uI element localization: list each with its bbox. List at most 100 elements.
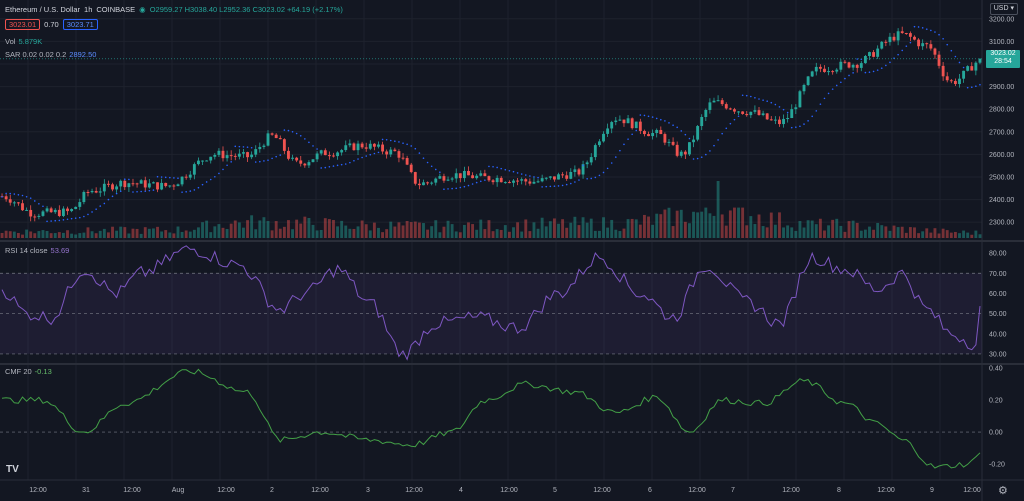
candle-body bbox=[21, 203, 24, 211]
candle-body bbox=[949, 80, 953, 82]
volume-bar bbox=[422, 223, 425, 238]
candle-body bbox=[401, 157, 405, 159]
sar-dot bbox=[381, 138, 384, 141]
sar-dot bbox=[610, 162, 613, 164]
sar-dot bbox=[627, 138, 629, 140]
sar-dot bbox=[128, 178, 130, 181]
rsi-legend-name[interactable]: RSI 14 close bbox=[5, 246, 48, 255]
candle-body bbox=[818, 66, 822, 69]
sar-dot bbox=[74, 217, 77, 219]
sar-dot bbox=[856, 58, 859, 60]
volume-bar bbox=[135, 228, 139, 238]
volume-bar bbox=[557, 223, 560, 238]
candle-body bbox=[622, 119, 626, 124]
volume-bar bbox=[74, 234, 78, 238]
volume-bar bbox=[761, 226, 765, 238]
interval-label[interactable]: 1h bbox=[84, 5, 93, 14]
sar-dot bbox=[725, 127, 728, 130]
sar-dot bbox=[295, 132, 298, 135]
bar-countdown: 28:54 bbox=[994, 58, 1012, 66]
sar-dot bbox=[672, 124, 674, 126]
sar-dot bbox=[340, 163, 343, 166]
sar-legend-name[interactable]: SAR 0.02 0.02 0.2 bbox=[5, 50, 67, 59]
sar-dot bbox=[169, 176, 171, 179]
candle-body bbox=[205, 160, 209, 162]
sar-dot bbox=[111, 195, 114, 198]
volume-bar bbox=[303, 216, 307, 238]
candle-body bbox=[908, 33, 912, 37]
volume-bar bbox=[487, 220, 491, 238]
volume-bar bbox=[577, 225, 581, 238]
candle-body bbox=[315, 153, 319, 160]
volume-bar bbox=[401, 225, 405, 238]
sar-dot bbox=[807, 120, 809, 122]
volume-bar bbox=[319, 229, 323, 238]
volume-bar bbox=[442, 226, 446, 238]
volume-bar bbox=[749, 216, 753, 238]
candle-body bbox=[45, 208, 49, 212]
candle-body bbox=[66, 208, 69, 212]
volume-bar bbox=[495, 229, 499, 238]
candle-body bbox=[237, 153, 241, 157]
candle-body bbox=[467, 170, 470, 176]
candle-body bbox=[213, 154, 217, 157]
candle-body bbox=[98, 191, 102, 193]
volume-bar bbox=[606, 227, 610, 238]
volume-bar bbox=[634, 219, 638, 238]
volume-bar bbox=[360, 220, 364, 238]
sar-dot bbox=[304, 138, 306, 140]
time-axis-tick-label: 9 bbox=[930, 487, 934, 494]
price-axis-tick-label: 2400.00 bbox=[989, 197, 1014, 204]
candle-body bbox=[643, 130, 646, 135]
sar-dot bbox=[132, 191, 134, 193]
sar-dot bbox=[831, 88, 834, 90]
sar-dot bbox=[700, 156, 703, 158]
candle-body bbox=[589, 157, 593, 163]
buy-price-button[interactable]: 3023.71 bbox=[62, 19, 98, 30]
volume-bar bbox=[872, 229, 876, 238]
candle-body bbox=[880, 41, 884, 49]
candle-body bbox=[655, 129, 659, 134]
sar-dot bbox=[189, 190, 192, 192]
volume-bar bbox=[745, 225, 749, 238]
sar-dot bbox=[844, 77, 846, 80]
candle-body bbox=[761, 113, 765, 116]
volume-bar bbox=[810, 220, 814, 238]
candle-body bbox=[225, 155, 229, 159]
volume-bar bbox=[520, 231, 524, 238]
volume-legend-name[interactable]: Vol bbox=[5, 37, 16, 46]
volume-bar bbox=[630, 218, 634, 238]
cmf-axis-tick-label: 0.20 bbox=[989, 398, 1003, 405]
sar-dot bbox=[717, 139, 719, 141]
sar-dot bbox=[541, 186, 543, 188]
candle-body bbox=[679, 151, 683, 156]
volume-bar bbox=[295, 219, 299, 238]
sar-dot bbox=[737, 115, 740, 118]
tradingview-logo[interactable]: TV bbox=[6, 464, 19, 475]
volume-bar bbox=[287, 220, 290, 238]
sell-price-button[interactable]: 3023.01 bbox=[5, 19, 41, 30]
sar-dot bbox=[561, 184, 564, 187]
candle-body bbox=[368, 143, 372, 149]
candle-body bbox=[86, 191, 90, 193]
sar-dot bbox=[369, 153, 372, 156]
candle-body bbox=[74, 206, 78, 210]
sar-dot bbox=[631, 133, 633, 136]
spread-value: 0.70 bbox=[44, 20, 59, 29]
candle-body bbox=[303, 163, 307, 166]
volume-bar bbox=[790, 227, 794, 238]
volume-bar bbox=[242, 227, 245, 238]
currency-button[interactable]: USD ▾ bbox=[989, 3, 1018, 15]
candle-body bbox=[773, 119, 777, 121]
symbol-name[interactable]: Ethereum / U.S. Dollar bbox=[5, 5, 81, 14]
volume-bar bbox=[458, 232, 462, 238]
sar-dot bbox=[762, 99, 764, 101]
volume-bar bbox=[397, 222, 401, 238]
gear-icon[interactable]: ⚙ bbox=[998, 485, 1008, 497]
sar-dot bbox=[443, 188, 445, 190]
volume-bar bbox=[8, 231, 12, 238]
cmf-legend-name[interactable]: CMF 20 bbox=[5, 367, 32, 376]
rsi-legend-value: 53.69 bbox=[50, 246, 70, 255]
volume-bar bbox=[311, 224, 315, 238]
